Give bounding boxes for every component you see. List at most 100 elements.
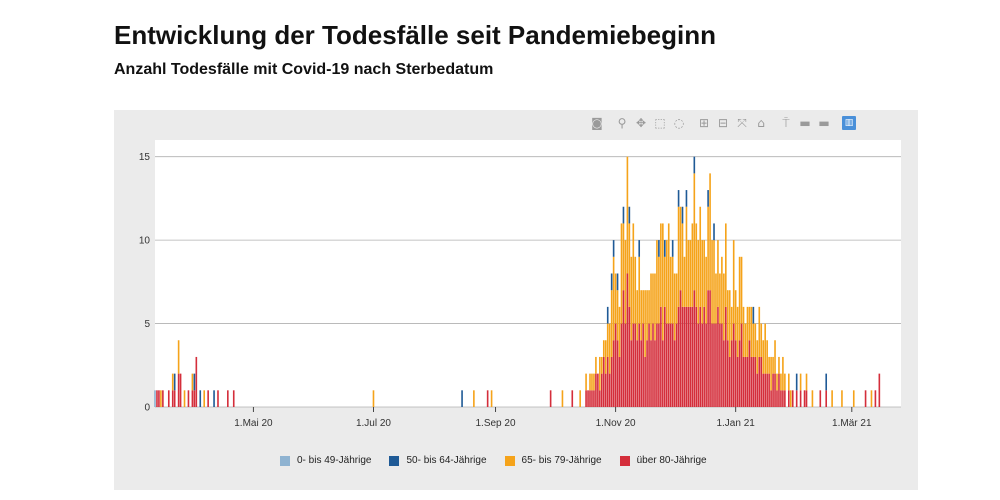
bar-segment [778, 373, 780, 407]
legend-item-80-plus[interactable]: über 80-Jährige [619, 455, 707, 466]
bar-segment [640, 290, 642, 341]
bar-segment [614, 273, 617, 324]
bar-segment [665, 240, 668, 324]
bar-segment [691, 223, 694, 307]
hover-compare-icon[interactable]: ▬ [818, 116, 830, 130]
bar-segment [693, 290, 696, 407]
bar-segment [616, 290, 619, 341]
bar-segment [677, 306, 680, 407]
bar-segment [685, 306, 688, 407]
bar-segment [768, 356, 770, 374]
bar-segment [589, 373, 591, 391]
bar-segment [608, 323, 611, 374]
bar-segment [699, 306, 702, 407]
bar-segment [746, 306, 749, 357]
bar-segment [756, 340, 759, 374]
bar-segment [726, 290, 729, 341]
bar-segment [665, 323, 668, 407]
bar-segment [640, 340, 642, 407]
bar-segment [760, 323, 763, 357]
bar-segment [787, 390, 790, 407]
bar-segment [789, 390, 792, 407]
bar-segment [685, 206, 688, 307]
bar-segment [673, 340, 676, 407]
box-select-icon[interactable]: ⬚ [654, 116, 666, 130]
bar-segment [669, 256, 672, 324]
bar-segment [691, 306, 694, 407]
bar-segment [638, 323, 641, 407]
bar-segment [791, 390, 794, 407]
bar-segment [717, 306, 719, 407]
bar-segment [703, 240, 705, 307]
bar-segment [721, 323, 723, 407]
bar-segment [632, 223, 635, 324]
bar-segment [711, 323, 713, 407]
legend-item-50-64[interactable]: 50- bis 64-Jährige [389, 455, 487, 466]
bar-segment [689, 306, 692, 407]
bar-segment [681, 206, 684, 224]
bar-segment [606, 306, 609, 324]
bar-segment [614, 323, 617, 407]
bar-segment [191, 390, 194, 407]
bar-segment [715, 273, 717, 324]
bar-segment [841, 390, 843, 407]
zoom-icon[interactable]: ⚲ [617, 116, 627, 130]
bar-segment [778, 356, 780, 374]
bar-segment [752, 356, 755, 407]
bar-segment [701, 240, 704, 324]
bar-segment [685, 190, 688, 207]
bar-segment [671, 323, 674, 407]
bar-segment [618, 356, 621, 407]
bar-segment [774, 373, 776, 407]
bar-segment [734, 340, 737, 407]
zoom-out-icon[interactable]: ⊟ [717, 116, 729, 130]
bar-segment [799, 373, 802, 391]
bar-segment [634, 323, 637, 407]
bar-segment [874, 390, 877, 407]
autoscale-icon[interactable]: ⤧ [737, 116, 747, 130]
bar-segment [677, 190, 680, 207]
bar-segment [624, 240, 627, 324]
bar-segment [738, 256, 741, 341]
bar-segment [652, 273, 654, 324]
bar-segment [825, 373, 828, 391]
bar-segment [658, 240, 660, 257]
bar-segment [693, 173, 696, 291]
reset-axes-icon[interactable]: ⌂ [757, 116, 765, 130]
spike-lines-icon[interactable]: ⍑ [782, 116, 790, 130]
bar-segment [601, 373, 603, 407]
bar-segment [663, 256, 666, 307]
bar-segment [683, 256, 686, 307]
bar-segment [658, 256, 660, 324]
bar-segment [864, 390, 867, 407]
bar-segment [173, 390, 176, 407]
plotly-logo-icon[interactable]: ▥ [842, 116, 856, 130]
bar-segment [744, 356, 747, 407]
y-tick-label: 5 [144, 319, 150, 330]
bar-segment [748, 340, 751, 407]
bar-segment [626, 156, 629, 274]
bar-segment [636, 340, 639, 407]
bar-segment [612, 340, 615, 407]
bar-segment [646, 290, 648, 341]
bar-segment [620, 323, 623, 407]
pan-icon[interactable]: ✥ [635, 116, 647, 130]
hover-closest-icon[interactable]: ▬ [799, 116, 811, 130]
bar-segment [217, 390, 219, 407]
bar-segment [663, 240, 666, 257]
bar-segment [490, 390, 493, 407]
bar-segment [689, 240, 692, 307]
bar-segment [644, 290, 646, 357]
bar-segment [571, 390, 574, 407]
zoom-in-icon[interactable]: ⊞ [698, 116, 710, 130]
bar-segment [762, 373, 765, 407]
lasso-icon[interactable]: ◌ [673, 116, 685, 130]
bar-segment [652, 323, 654, 407]
legend-item-65-79[interactable]: 65- bis 79-Jährige [504, 455, 602, 466]
legend-item-0-49[interactable]: 0- bis 49-Jährige [280, 455, 371, 466]
bar-segment [667, 223, 670, 324]
bar-segment [662, 223, 664, 341]
bar-segment [732, 323, 735, 407]
camera-icon[interactable]: ◙ [591, 116, 603, 130]
